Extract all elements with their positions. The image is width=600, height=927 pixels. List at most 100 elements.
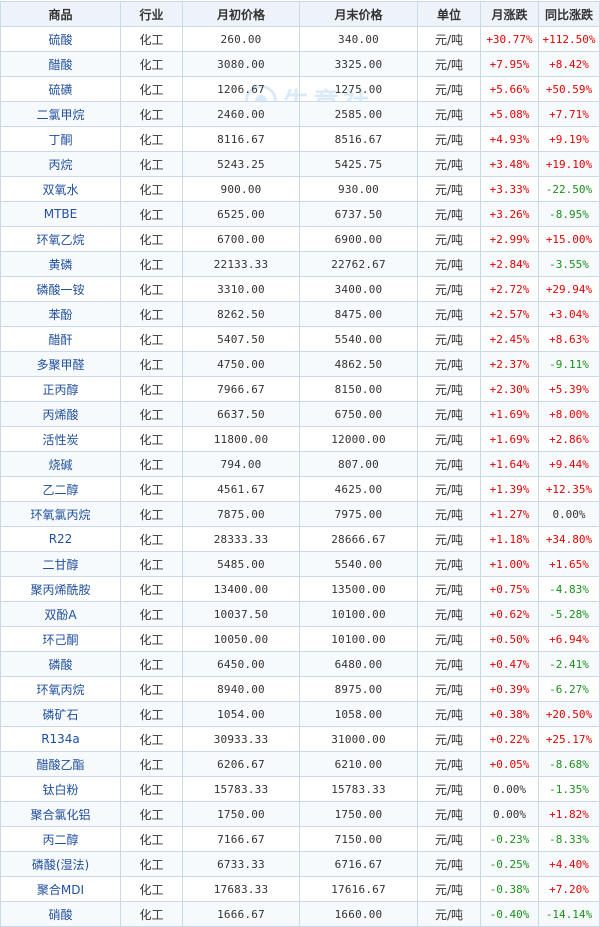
start-price-cell: 4750.00: [182, 351, 300, 377]
end-price-cell: 6900.00: [299, 226, 418, 252]
product-name-link[interactable]: 正丙醇: [0, 376, 121, 402]
industry-cell: 化工: [120, 576, 183, 602]
industry-cell: 化工: [120, 276, 183, 302]
product-name-link[interactable]: 黄磷: [0, 251, 121, 277]
end-price-cell: 8516.67: [299, 126, 418, 152]
unit-cell: 元/吨: [417, 301, 481, 327]
start-price-cell: 6700.00: [182, 226, 300, 252]
start-price-cell: 1750.00: [182, 801, 300, 827]
product-name-link[interactable]: 硝酸: [0, 901, 121, 927]
product-name-link[interactable]: 丙烯酸: [0, 401, 121, 427]
product-name-link[interactable]: 双酚A: [0, 601, 121, 627]
product-name-link[interactable]: 丙二醇: [0, 826, 121, 852]
product-name-link[interactable]: 乙二醇: [0, 476, 121, 502]
end-price-cell: 3325.00: [299, 51, 418, 77]
unit-cell: 元/吨: [417, 576, 481, 602]
yoy-change-cell: -8.95%: [538, 201, 600, 227]
product-name-link[interactable]: 二甘醇: [0, 551, 121, 577]
table-row: 环己酮 化工 10050.00 10100.00 元/吨 +0.50% +6.94%: [0, 626, 600, 652]
product-name-link[interactable]: 磷酸: [0, 651, 121, 677]
product-name-link[interactable]: 醋酐: [0, 326, 121, 352]
product-name-link[interactable]: 丙烷: [0, 151, 121, 177]
product-name-link[interactable]: 醋酸乙酯: [0, 751, 121, 777]
month-change-cell: +3.33%: [480, 176, 539, 202]
product-name-link[interactable]: 环氧乙烷: [0, 226, 121, 252]
yoy-change-cell: +6.94%: [538, 626, 600, 652]
start-price-cell: 10050.00: [182, 626, 300, 652]
product-name-link[interactable]: 丁酮: [0, 126, 121, 152]
product-name-link[interactable]: 活性炭: [0, 426, 121, 452]
table-row: 黄磷 化工 22133.33 22762.67 元/吨 +2.84% -3.55%: [0, 251, 600, 277]
product-name-link[interactable]: 磷酸一铵: [0, 276, 121, 302]
month-change-cell: +2.45%: [480, 326, 539, 352]
product-name-link[interactable]: 苯酚: [0, 301, 121, 327]
month-change-cell: -0.40%: [480, 901, 539, 927]
month-change-cell: +30.77%: [480, 26, 539, 52]
product-name-link[interactable]: 硫磺: [0, 76, 121, 102]
industry-cell: 化工: [120, 226, 183, 252]
header-yoy-change: 同比涨跌: [538, 1, 600, 27]
table-row: 丙二醇 化工 7166.67 7150.00 元/吨 -0.23% -8.33%: [0, 826, 600, 852]
product-name-link[interactable]: 硫酸: [0, 26, 121, 52]
start-price-cell: 6637.50: [182, 401, 300, 427]
product-name-link[interactable]: R22: [0, 526, 121, 552]
product-name-link[interactable]: 环氧丙烷: [0, 676, 121, 702]
unit-cell: 元/吨: [417, 876, 481, 902]
unit-cell: 元/吨: [417, 801, 481, 827]
start-price-cell: 3080.00: [182, 51, 300, 77]
start-price-cell: 2460.00: [182, 101, 300, 127]
product-name-link[interactable]: 磷矿石: [0, 701, 121, 727]
yoy-change-cell: -14.14%: [538, 901, 600, 927]
end-price-cell: 6716.67: [299, 851, 418, 877]
product-name-link[interactable]: 钛白粉: [0, 776, 121, 802]
industry-cell: 化工: [120, 401, 183, 427]
unit-cell: 元/吨: [417, 651, 481, 677]
product-name-link[interactable]: 二氯甲烷: [0, 101, 121, 127]
industry-cell: 化工: [120, 901, 183, 927]
month-change-cell: +2.30%: [480, 376, 539, 402]
product-name-link[interactable]: 磷酸(湿法): [0, 851, 121, 877]
table-row: 双酚A 化工 10037.50 10100.00 元/吨 +0.62% -5.28%: [0, 601, 600, 627]
table-row: R22 化工 28333.33 28666.67 元/吨 +1.18% +34.80%: [0, 526, 600, 552]
start-price-cell: 7966.67: [182, 376, 300, 402]
table-row: 二甘醇 化工 5485.00 5540.00 元/吨 +1.00% +1.65%: [0, 551, 600, 577]
product-name-link[interactable]: 聚合氯化铝: [0, 801, 121, 827]
unit-cell: 元/吨: [417, 476, 481, 502]
end-price-cell: 1275.00: [299, 76, 418, 102]
unit-cell: 元/吨: [417, 376, 481, 402]
month-change-cell: +2.72%: [480, 276, 539, 302]
month-change-cell: -0.23%: [480, 826, 539, 852]
month-change-cell: +0.50%: [480, 626, 539, 652]
industry-cell: 化工: [120, 251, 183, 277]
product-name-link[interactable]: 烧碱: [0, 451, 121, 477]
yoy-change-cell: -9.11%: [538, 351, 600, 377]
unit-cell: 元/吨: [417, 151, 481, 177]
start-price-cell: 1054.00: [182, 701, 300, 727]
product-name-link[interactable]: R134a: [0, 726, 121, 752]
product-name-link[interactable]: 双氧水: [0, 176, 121, 202]
product-name-link[interactable]: 多聚甲醛: [0, 351, 121, 377]
month-change-cell: +4.93%: [480, 126, 539, 152]
header-industry: 行业: [120, 1, 183, 27]
product-name-link[interactable]: 醋酸: [0, 51, 121, 77]
product-name-link[interactable]: 环氧氯丙烷: [0, 501, 121, 527]
unit-cell: 元/吨: [417, 501, 481, 527]
industry-cell: 化工: [120, 601, 183, 627]
start-price-cell: 794.00: [182, 451, 300, 477]
month-change-cell: +7.95%: [480, 51, 539, 77]
product-name-link[interactable]: 环己酮: [0, 626, 121, 652]
start-price-cell: 6450.00: [182, 651, 300, 677]
product-name-link[interactable]: 聚丙烯酰胺: [0, 576, 121, 602]
end-price-cell: 8475.00: [299, 301, 418, 327]
end-price-cell: 5540.00: [299, 326, 418, 352]
product-name-link[interactable]: MTBE: [0, 201, 121, 227]
yoy-change-cell: +20.50%: [538, 701, 600, 727]
header-product: 商品: [0, 1, 121, 27]
end-price-cell: 31000.00: [299, 726, 418, 752]
header-start-price: 月初价格: [182, 1, 300, 27]
industry-cell: 化工: [120, 501, 183, 527]
yoy-change-cell: +19.10%: [538, 151, 600, 177]
product-name-link[interactable]: 聚合MDI: [0, 876, 121, 902]
start-price-cell: 1206.67: [182, 76, 300, 102]
industry-cell: 化工: [120, 551, 183, 577]
